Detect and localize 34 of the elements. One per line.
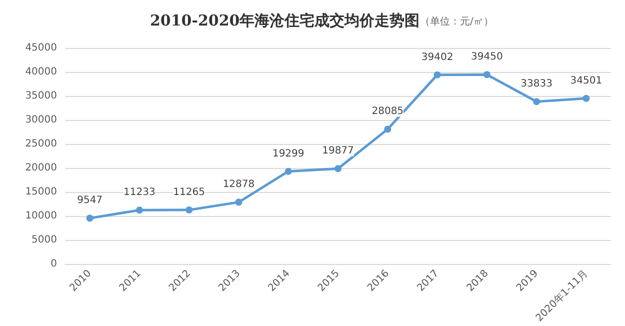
point [186,206,193,214]
data-label: 19877 [322,146,354,157]
point [533,98,540,106]
y-tick-label: 15000 [25,186,57,198]
y-tick-label: 25000 [25,138,57,150]
data-label: 11233 [124,187,156,198]
y-tick-label: 0 [50,258,57,270]
y-tick-label: 40000 [25,66,57,78]
data-label: 12878 [222,179,255,190]
chart-subtitle: （单位：元/㎡） [420,16,494,28]
y-tick-label: 20000 [25,162,57,174]
point [284,168,292,175]
point [86,214,94,222]
point [582,94,590,102]
data-label: 28085 [372,106,404,118]
y-tick-label: 35000 [25,90,57,102]
data-label: 39402 [421,52,454,63]
point [384,126,392,133]
point [235,198,242,206]
y-tick-label: 10000 [25,210,57,222]
y-tick-label: 30000 [25,114,57,126]
data-label: 34501 [570,75,602,86]
data-label: 39450 [471,52,503,63]
y-tick-label: 45000 [25,42,57,54]
data-label: 33833 [520,78,552,90]
data-label: 9547 [77,195,103,206]
chart-title: 2010-2020年海沧住宅成交均价走势图 [150,12,420,30]
point [434,71,441,78]
data-label: 11265 [173,186,205,198]
data-label: 19299 [272,148,304,160]
point [136,206,143,214]
y-tick-label: 5000 [32,234,57,246]
point [334,165,342,172]
point [483,71,490,78]
